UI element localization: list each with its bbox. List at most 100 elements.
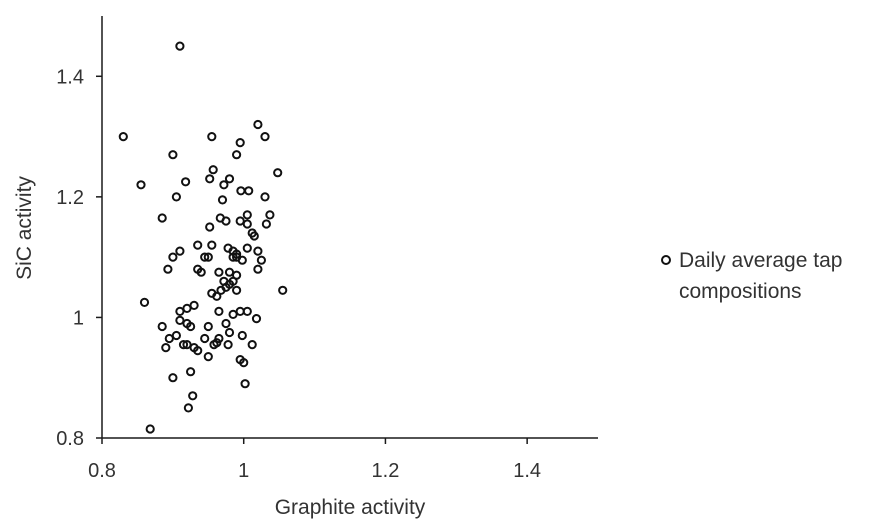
data-point: [196, 267, 206, 277]
data-point: [221, 318, 231, 329]
data-point: [239, 358, 249, 368]
data-point: [212, 338, 222, 348]
legend-label-line-2: compositions: [679, 280, 802, 303]
data-point: [171, 330, 181, 341]
y-tick-label: 1.4: [56, 66, 84, 88]
y-axis-ticks: 0.8 1 1.2 1.4: [56, 66, 102, 450]
data-point: [175, 41, 185, 51]
data-point: [273, 168, 283, 178]
data-point: [193, 346, 203, 356]
data-point: [253, 264, 263, 274]
plot-area: 0.8 1 1.2 1.4 0.8 1 1.2 1.4: [56, 16, 598, 482]
data-point: [240, 379, 250, 389]
data-point: [168, 150, 178, 160]
data-point: [217, 195, 228, 205]
data-point: [244, 186, 254, 196]
data-point: [203, 352, 213, 362]
data-point: [228, 309, 238, 319]
data-point: [219, 180, 229, 190]
data-point: [203, 252, 213, 262]
data-point: [260, 192, 270, 202]
data-point: [186, 367, 196, 377]
data-point: [237, 330, 247, 341]
data-point: [224, 174, 235, 184]
data-point: [247, 340, 257, 350]
data-point: [261, 219, 271, 229]
data-point: [235, 138, 245, 148]
data-point: [256, 255, 266, 265]
data-point: [203, 321, 213, 332]
data-point: [249, 231, 259, 241]
data-point: [242, 210, 252, 220]
legend-marker: [661, 255, 671, 265]
y-axis-title: SiC activity: [13, 176, 36, 280]
data-point: [178, 340, 189, 350]
data-point: [205, 174, 215, 184]
data-point: [207, 240, 217, 250]
x-axis-ticks: 0.8 1 1.2 1.4: [88, 438, 541, 482]
data-point: [205, 222, 215, 232]
data-point: [182, 303, 192, 313]
data-point: [207, 132, 217, 142]
data-point: [265, 210, 275, 220]
data-point: [260, 132, 270, 142]
data-point: [136, 180, 146, 190]
data-point: [236, 186, 246, 196]
data-point: [164, 333, 174, 344]
data-point: [223, 340, 233, 350]
data-point: [208, 165, 218, 175]
data-point: [183, 403, 193, 413]
data-point: [242, 243, 252, 253]
data-point: [163, 264, 173, 274]
data-point: [118, 132, 128, 142]
legend: Daily average tap compositions: [661, 249, 842, 303]
y-tick-label: 1.2: [56, 187, 84, 209]
data-point: [175, 306, 185, 316]
data-point: [189, 300, 199, 310]
data-point: [242, 219, 252, 229]
data-point: [216, 285, 226, 295]
data-point: [181, 177, 191, 187]
legend-label-line-1: Daily average tap: [679, 249, 842, 272]
data-point: [212, 291, 222, 301]
data-point: [182, 340, 192, 350]
y-tick-label: 0.8: [56, 428, 84, 450]
x-tick-label: 1: [238, 460, 249, 482]
data-point: [157, 213, 167, 223]
data-point: [200, 333, 210, 344]
data-point: [175, 246, 185, 256]
data-point: [242, 306, 252, 316]
data-point: [200, 252, 210, 262]
data-point: [214, 306, 224, 316]
x-tick-label: 1.4: [513, 460, 541, 482]
data-point: [278, 285, 288, 295]
data-point: [237, 255, 247, 265]
x-axis-title: Graphite activity: [275, 496, 426, 519]
data-point: [157, 321, 167, 332]
data-point: [175, 315, 185, 325]
x-tick-label: 0.8: [88, 460, 116, 482]
data-point: [171, 192, 181, 202]
data-point: [224, 267, 235, 277]
data-point: [188, 391, 198, 401]
data-point: [253, 119, 263, 130]
data-point: [253, 246, 263, 256]
x-tick-label: 1.2: [372, 460, 400, 482]
data-point: [214, 267, 224, 277]
y-tick-label: 1: [73, 307, 84, 329]
data-point: [232, 150, 242, 160]
data-point: [232, 285, 242, 295]
data-point: [224, 327, 235, 338]
data-point: [139, 297, 150, 307]
data-point: [186, 321, 196, 332]
data-point: [235, 216, 245, 226]
data-point: [251, 314, 262, 324]
data-point: [161, 343, 171, 353]
data-point: [168, 252, 178, 262]
data-point: [168, 373, 178, 383]
data-point: [221, 216, 231, 226]
data-point: [193, 240, 203, 250]
data-point: [145, 424, 155, 434]
data-points: [118, 41, 288, 434]
